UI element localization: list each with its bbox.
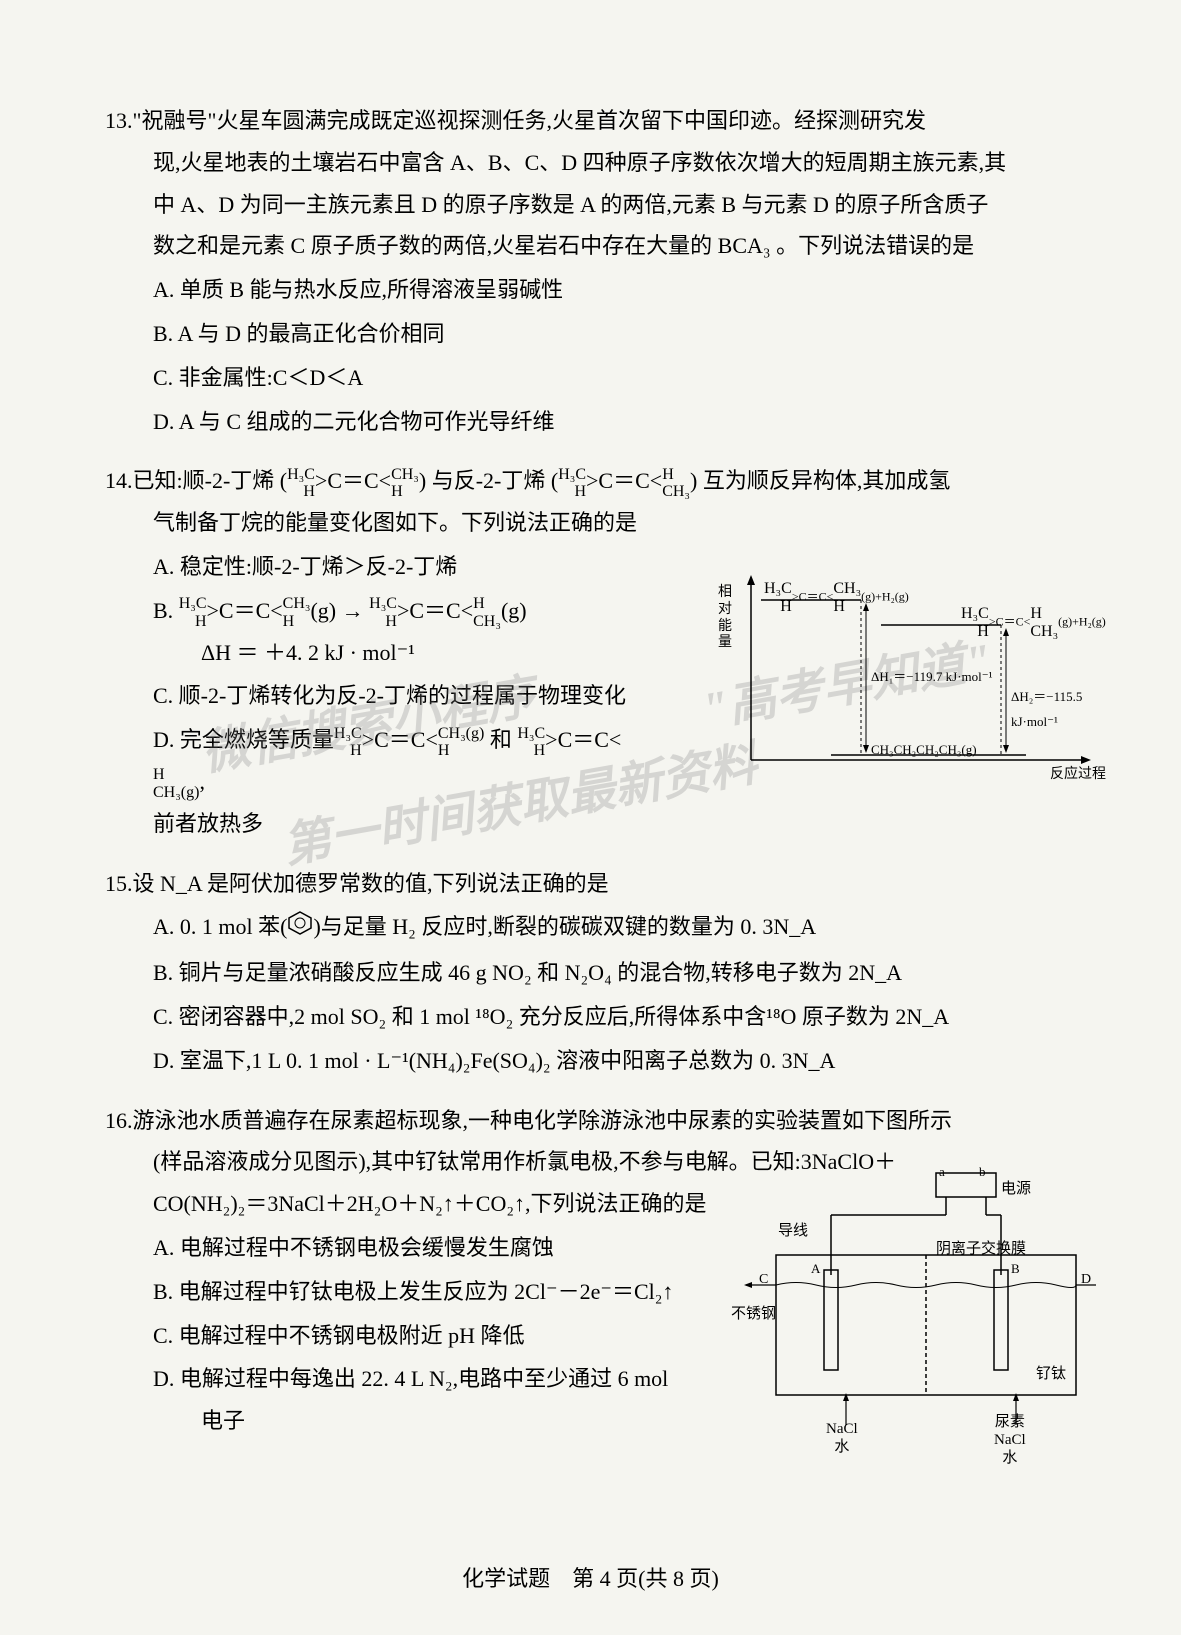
formula-fragment: H₃CH — [287, 466, 315, 501]
q16-option-b: B. 电解过程中钌钛电极上发生反应为 2Cl⁻－2e⁻＝Cl₂↑ — [105, 1271, 685, 1313]
q14-stem-line: 14.已知:顺-2-丁烯 (H₃CH>C＝C<CH₃H) 与反-2-丁烯 (H₃… — [105, 460, 1076, 502]
q14-text: (g) — [501, 598, 527, 623]
question-13: 13."祝融号"火星车圆满完成既定巡视探测任务,火星首次留下中国印迹。经探测研究… — [105, 100, 1076, 442]
question-15: 15.设 N_A 是阿伏加德罗常数的值,下列说法正确的是 A. 0. 1 mol… — [105, 863, 1076, 1082]
steel-label: 不锈钢 — [731, 1300, 776, 1329]
page-footer: 化学试题 第 4 页(共 8 页) — [0, 1558, 1181, 1600]
q16-option-a: A. 电解过程中不锈钢电极会缓慢发生腐蚀 — [105, 1227, 685, 1269]
q15-option-c: C. 密闭容器中,2 mol SO₂ 和 1 mol ¹⁸O₂ 充分反应后,所得… — [105, 996, 1076, 1038]
formula-cc: >C＝C< — [545, 727, 621, 752]
q14-text: D. 完全燃烧等质量 — [153, 727, 334, 752]
q13-number: 13. — [105, 108, 133, 133]
formula-fragment: CH₃H — [391, 466, 419, 501]
q13-option-b: B. A 与 D 的最高正化合价相同 — [105, 313, 1076, 355]
formula-fragment: H₃CH — [558, 466, 586, 501]
formula-fragment: H₃CH — [179, 595, 207, 630]
q13-option-d: D. A 与 C 组成的二元化合物可作光导纤维 — [105, 401, 1076, 443]
outlet-d-label: D — [1081, 1267, 1091, 1294]
formula-fragment: H₃CH — [517, 725, 545, 760]
wire-label: 导线 — [778, 1217, 808, 1246]
q16-option-c: C. 电解过程中不锈钢电极附近 pH 降低 — [105, 1315, 685, 1357]
formula-fragment: CH₃H — [283, 595, 311, 630]
q15-option-a: A. 0. 1 mol 苯( )与足量 H₂ 反应时,断裂的碳碳双键的数量为 0.… — [105, 906, 1076, 950]
q14-text: 已知:顺-2-丁烯 ( — [133, 468, 288, 493]
inlet2-label: 尿素NaCl水 — [994, 1413, 1026, 1467]
q13-stem-line: 中 A、D 为同一主族元素且 D 的原子序数是 A 的两倍,元素 B 与元素 D… — [105, 184, 1076, 226]
q14-option-d: D. 完全燃烧等质量H₃CH>C＝C<CH₃(g)H 和 H₃CH>C＝C<HC… — [105, 719, 665, 803]
q16-electrolysis-diagram: 电源 a b 导线 阴离子交换膜 A B C D 不锈钢 钌钛 NaCl水 尿素… — [736, 1165, 1096, 1445]
arrow-icon: → — [342, 598, 364, 623]
terminal-b: b — [979, 1160, 986, 1185]
q14-option-d-line2: 前者放热多 — [105, 803, 665, 845]
outlet-c-label: C — [759, 1267, 768, 1294]
q13-option-a: A. 单质 B 能与热水反应,所得溶液呈弱碱性 — [105, 269, 1076, 311]
dh1-label: ΔH₁＝−119.7 kJ·mol⁻¹ — [871, 665, 993, 690]
q14-stem-line: 气制备丁烷的能量变化图如下。下列说法正确的是 — [105, 502, 1076, 544]
formula-cc: >C＝C< — [586, 468, 662, 493]
formula-cc: >C＝C< — [207, 598, 283, 623]
benzene-icon — [287, 908, 313, 950]
q15-stem-line: 15.设 N_A 是阿伏加德罗常数的值,下列说法正确的是 — [105, 863, 1076, 905]
formula-fragment: H₃CH — [334, 725, 362, 760]
q13-stem-line: 现,火星地表的土壤岩石中富含 A、B、C、D 四种原子序数依次增大的短周期主族元… — [105, 142, 1076, 184]
terminal-a: a — [939, 1160, 945, 1185]
q16-number: 16. — [105, 1108, 133, 1133]
q15-number: 15. — [105, 871, 133, 896]
q13-stem-line: 数之和是元素 C 原子质子数的两倍,火星岩石中存在大量的 BCA₃ 。下列说法错… — [105, 225, 1076, 267]
formula-fragment: HCH₃ — [662, 466, 690, 501]
q16-option-d-line2: 电子 — [105, 1400, 685, 1442]
q14-text: ) 互为顺反异构体,其加成氢 — [690, 468, 950, 493]
q13-option-c: C. 非金属性:C＜D＜A — [105, 357, 1076, 399]
q14-text: (g) — [310, 598, 336, 623]
q14-energy-diagram: 相 对 能 量 H₃CH>C＝C<CH₃H(g)+H₂(g) H₃CH>C＝C<… — [716, 570, 1106, 800]
opt-text: )与足量 H₂ 反应时,断裂的碳碳双键的数量为 0. 3N_A — [313, 914, 816, 939]
power-label: 电源 — [1001, 1175, 1031, 1204]
ruti-label: 钌钛 — [1036, 1360, 1066, 1389]
q15-stem-text: 设 N_A 是阿伏加德罗常数的值,下列说法正确的是 — [133, 871, 609, 896]
y-axis-label: 相 对 能 量 — [718, 585, 736, 652]
q15-option-d: D. 室温下,1 L 0. 1 mol · L⁻¹(NH₄)₂Fe(SO₄)₂ … — [105, 1040, 1076, 1082]
q16-stem-text: 游泳池水质普遍存在尿素超标现象,一种电化学除游泳池中尿素的实验装置如下图所示 — [133, 1108, 953, 1133]
dh2-label: ΔH₂＝−115.5 kJ·mol⁻¹ — [1011, 685, 1106, 734]
formula-fragment: H₃CH — [369, 595, 397, 630]
formula-cc: >C＝C< — [397, 598, 473, 623]
electrode-b-label: B — [1011, 1257, 1020, 1282]
q15-option-b: B. 铜片与足量浓硝酸反应生成 46 g NO₂ 和 N₂O₄ 的混合物,转移电… — [105, 952, 1076, 994]
formula-fragment: HCH₃(g) — [153, 766, 199, 801]
formula-fragment: HCH₃ — [473, 595, 501, 630]
bottom-label: CH₃CH₂CH₂CH₃(g) — [871, 738, 977, 763]
q14-number: 14. — [105, 468, 133, 493]
q13-stem-text: "祝融号"火星车圆满完成既定巡视探测任务,火星首次留下中国印迹。经探测研究发 — [133, 108, 926, 133]
opt-text: A. 0. 1 mol 苯( — [153, 914, 287, 939]
level2-label: H₃CH>C＝C<HCH₃(g)+H₂(g) — [961, 605, 1106, 640]
x-axis-label: 反应过程 — [1050, 762, 1106, 789]
q14-option-c: C. 顺-2-丁烯转化为反-2-丁烯的过程属于物理变化 — [105, 675, 665, 717]
q14-option-b: B. H₃CH>C＝C<CH₃H(g) → H₃CH>C＝C<HCH₃(g) — [105, 590, 665, 632]
q14-text: 和 — [490, 727, 512, 752]
q16-option-d: D. 电解过程中每逸出 22. 4 L N₂,电路中至少通过 6 mol — [105, 1358, 685, 1400]
opt-label: B. — [153, 598, 179, 623]
inlet1-label: NaCl水 — [826, 1420, 858, 1456]
q14-option-b-dh: ΔH ＝ ＋4. 2 kJ · mol⁻¹ — [105, 632, 665, 674]
q13-stem-line: 13."祝融号"火星车圆满完成既定巡视探测任务,火星首次留下中国印迹。经探测研究… — [105, 100, 1076, 142]
electrolysis-svg — [736, 1165, 1096, 1445]
q14-text: ) 与反-2-丁烯 ( — [419, 468, 558, 493]
level1-label: H₃CH>C＝C<CH₃H(g)+H₂(g) — [764, 580, 909, 615]
formula-cc: >C＝C< — [315, 468, 391, 493]
q14-option-a: A. 稳定性:顺-2-丁烯＞反-2-丁烯 — [105, 546, 665, 588]
formula-cc: >C＝C< — [362, 727, 438, 752]
electrode-a-label: A — [811, 1257, 820, 1282]
formula-fragment: CH₃(g)H — [438, 725, 484, 760]
q16-stem-line: 16.游泳池水质普遍存在尿素超标现象,一种电化学除游泳池中尿素的实验装置如下图所… — [105, 1100, 1076, 1142]
